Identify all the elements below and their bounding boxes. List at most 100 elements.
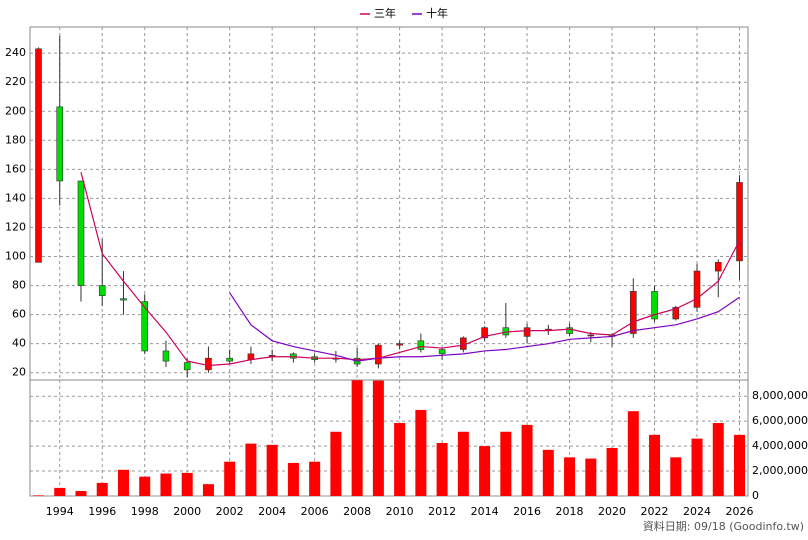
- y-tick-label: 80: [12, 279, 26, 292]
- ma-line: [80, 172, 741, 367]
- candle-body: [120, 298, 127, 301]
- y-tick-label: 140: [5, 191, 26, 204]
- volume-bar: [457, 431, 469, 496]
- y-tick-label: 60: [12, 308, 26, 321]
- plot-area: [29, 379, 749, 497]
- candle-body: [226, 357, 233, 362]
- x-tick-label: 2008: [343, 505, 371, 518]
- x-tick-label: 2020: [598, 505, 626, 518]
- volume-bar: [627, 411, 639, 496]
- x-tick-label: 1998: [131, 505, 159, 518]
- candle-body: [736, 182, 743, 262]
- volume-bar: [202, 484, 214, 496]
- x-tick-label: 2024: [683, 505, 711, 518]
- volume-bar: [415, 409, 427, 496]
- candle-body: [481, 327, 488, 339]
- volume-bar: [712, 423, 724, 496]
- x-tick-label: 2000: [173, 505, 201, 518]
- x-tick-label: 2012: [428, 505, 456, 518]
- candle-body: [290, 353, 297, 359]
- y-tick-label: 180: [5, 133, 26, 146]
- ma-line: [229, 292, 740, 362]
- y-tick-label: 240: [5, 46, 26, 59]
- candle-body: [523, 327, 531, 337]
- volume-bar: [245, 443, 257, 496]
- candle-body: [438, 349, 446, 355]
- volume-bar: [500, 431, 512, 496]
- candle-body: [141, 301, 149, 352]
- y-tick-label: 4,000,000: [752, 439, 808, 452]
- y-tick-label: 160: [5, 162, 26, 175]
- candle-body: [162, 350, 170, 362]
- x-tick-label: 1996: [88, 505, 116, 518]
- volume-bar: [54, 487, 66, 496]
- x-tick-label: 2002: [216, 505, 244, 518]
- candle-body: [672, 307, 680, 320]
- candle-body: [417, 340, 425, 350]
- volume-bar: [160, 473, 172, 496]
- volume-bar: [32, 495, 44, 496]
- volume-bar: [266, 444, 278, 496]
- volume-bar: [351, 380, 363, 496]
- volume-bar: [670, 457, 682, 496]
- x-tick-label: 1994: [46, 505, 74, 518]
- candle-body: [77, 180, 85, 286]
- y-tick-label: 8,000,000: [752, 389, 808, 402]
- volume-bar: [606, 447, 618, 496]
- volume-bar: [117, 469, 129, 496]
- volume-bar: [479, 446, 491, 496]
- candle-body: [566, 327, 573, 334]
- y-tick-label: 0: [752, 489, 759, 502]
- volume-bar: [542, 449, 554, 496]
- y-tick-label: 2,000,000: [752, 464, 808, 477]
- x-tick-label: 2016: [513, 505, 541, 518]
- candle-body: [714, 262, 722, 272]
- volume-bar: [394, 423, 406, 496]
- candle-body: [693, 270, 701, 308]
- candle-body: [651, 291, 658, 320]
- volume-bar: [564, 457, 576, 496]
- candle-body: [56, 106, 64, 182]
- candle-body: [396, 343, 403, 346]
- legend-label: 三年: [374, 6, 396, 20]
- x-tick-label: 2010: [386, 505, 414, 518]
- volume-bar: [139, 476, 151, 496]
- x-tick-label: 2018: [556, 505, 584, 518]
- candle-body: [629, 291, 637, 334]
- x-tick-label: 2004: [258, 505, 286, 518]
- x-tick-label: 2026: [726, 505, 754, 518]
- candle-body: [205, 357, 212, 371]
- y-tick-label: 120: [5, 220, 26, 233]
- volume-bar: [287, 462, 299, 496]
- x-tick-label: 2022: [641, 505, 669, 518]
- volume-bar: [372, 380, 384, 496]
- x-tick-label: 2014: [471, 505, 499, 518]
- y-tick-label: 200: [5, 104, 26, 117]
- y-tick-label: 100: [5, 250, 26, 263]
- y-tick-label: 6,000,000: [752, 414, 808, 427]
- x-tick-label: 2006: [301, 505, 329, 518]
- volume-bar: [181, 472, 193, 496]
- candle-body: [587, 334, 595, 337]
- volume-bar: [96, 482, 108, 496]
- volume-bar: [224, 461, 236, 496]
- volume-bar: [75, 491, 87, 496]
- volume-bar: [436, 442, 448, 496]
- source-note: 資料日期: 09/18 (Goodinfo.tw): [643, 519, 804, 533]
- candle-body: [35, 48, 42, 263]
- candle-body: [183, 362, 191, 371]
- y-tick-label: 220: [5, 75, 26, 88]
- volume-bar: [330, 431, 342, 496]
- legend-label: 十年: [426, 6, 448, 20]
- volume-bar: [521, 424, 533, 496]
- y-tick-label: 40: [12, 337, 26, 350]
- volume-bar: [734, 434, 746, 496]
- volume-bar: [585, 458, 597, 496]
- volume-bar: [309, 461, 321, 496]
- volume-bar: [649, 434, 661, 496]
- plot-area: [29, 26, 749, 381]
- candle-body: [98, 285, 106, 297]
- volume-bar: [691, 438, 703, 496]
- candle-body: [375, 344, 382, 365]
